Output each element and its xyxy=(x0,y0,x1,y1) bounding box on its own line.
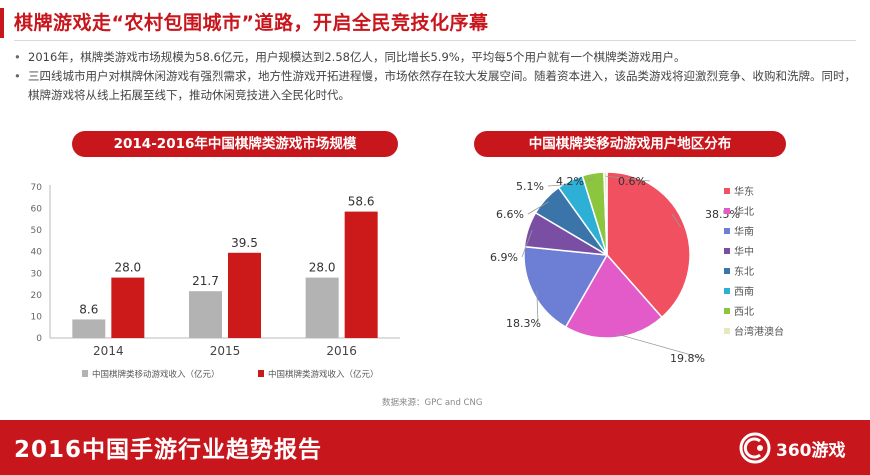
title-accent-bar xyxy=(0,8,4,38)
bar-value-label: 58.6 xyxy=(348,195,375,209)
pie-slice xyxy=(523,245,609,328)
logo-icon xyxy=(739,432,771,464)
legend-swatch xyxy=(724,208,730,214)
y-tick-label: 0 xyxy=(36,334,42,344)
bar xyxy=(72,319,106,338)
x-tick-label: 2015 xyxy=(210,344,241,358)
brand-logo: 360游戏 xyxy=(738,428,863,468)
footer-bar: 2016中国手游行业趋势报告 360游戏 xyxy=(0,420,870,475)
legend-label: 中国棋牌类游戏收入（亿元） xyxy=(268,369,379,380)
leader-line xyxy=(587,176,594,182)
slice-value-label: 5.1% xyxy=(516,180,544,193)
bullet-list: 2016年，棋牌类游戏市场规模为58.6亿元，用户规模达到2.58亿人，同比增长… xyxy=(14,48,859,105)
leader-line xyxy=(614,333,703,359)
y-tick-label: 70 xyxy=(31,183,43,193)
y-tick-label: 10 xyxy=(31,312,43,322)
x-tick-label: 2016 xyxy=(326,344,357,358)
legend-label: 华中 xyxy=(734,245,754,258)
bar-value-label: 39.5 xyxy=(231,236,258,250)
slide-title: 棋牌游戏走“农村包围城市”道路，开启全民竞技化序幕 xyxy=(14,12,489,34)
slice-value-label: 0.6% xyxy=(618,175,646,188)
leader-line xyxy=(671,213,682,228)
bar xyxy=(344,211,378,338)
legend-label: 西南 xyxy=(734,285,754,298)
legend-swatch xyxy=(724,228,730,234)
legend-label: 台湾港澳台 xyxy=(734,325,784,338)
legend-swatch xyxy=(724,328,730,334)
legend-label: 中国棋牌类移动游戏收入（亿元） xyxy=(92,369,220,380)
pie-slice xyxy=(564,253,663,339)
bar-value-label: 8.6 xyxy=(79,302,98,316)
legend-swatch xyxy=(82,370,88,377)
pie-chart-title: 中国棋牌类移动游戏用户地区分布 xyxy=(474,131,786,157)
leader-line xyxy=(605,175,651,182)
legend-swatch xyxy=(724,288,730,294)
slice-value-label: 38.5% xyxy=(705,208,740,221)
legend-label: 东北 xyxy=(734,265,754,278)
legend-swatch xyxy=(724,188,730,194)
title-divider xyxy=(14,40,856,41)
legend-label: 华北 xyxy=(734,205,754,218)
data-source: 数据来源：GPC and CNG xyxy=(382,398,483,408)
bar xyxy=(228,252,261,338)
y-tick-label: 40 xyxy=(31,248,43,258)
leader-line xyxy=(547,184,572,187)
legend-label: 华南 xyxy=(734,225,754,238)
legend-swatch xyxy=(724,308,730,314)
legend-swatch xyxy=(724,268,730,274)
legend-swatch xyxy=(724,248,730,254)
bar xyxy=(189,291,222,338)
bar-value-label: 21.7 xyxy=(192,274,219,288)
logo-text: 360游戏 xyxy=(776,441,846,461)
bar-chart-title: 2014-2016年中国棋牌类游戏市场规模 xyxy=(72,131,398,157)
leader-line xyxy=(527,201,550,215)
slice-value-label: 6.6% xyxy=(496,208,524,221)
pie-slice xyxy=(606,171,691,319)
bar xyxy=(305,277,339,338)
bullet-item: 三四线城市用户对棋牌休闲游戏有强烈需求，地方性游戏开拓进程慢，市场依然存在较大发… xyxy=(14,67,859,105)
leader-line xyxy=(536,291,539,324)
legend-label: 华东 xyxy=(734,185,754,198)
pie-slice xyxy=(603,171,608,256)
slice-value-label: 19.8% xyxy=(670,352,705,365)
slice-value-label: 6.9% xyxy=(490,251,518,264)
leader-line xyxy=(521,230,533,258)
slice-value-label: 4.2% xyxy=(556,175,584,188)
legend-swatch xyxy=(258,370,264,377)
y-tick-label: 60 xyxy=(31,205,43,215)
footer-title: 2016中国手游行业趋势报告 xyxy=(14,437,323,463)
legend-label: 西北 xyxy=(734,306,754,318)
y-tick-label: 50 xyxy=(31,226,43,236)
bullet-item: 2016年，棋牌类游戏市场规模为58.6亿元，用户规模达到2.58亿人，同比增长… xyxy=(14,48,859,67)
bar-chart: 0 10 20 30 40 50 60 70 8.6 28.0 2014 21.7 39.5 2015 28… xyxy=(31,183,400,380)
bar xyxy=(111,277,145,338)
slice-value-label: 18.3% xyxy=(506,317,541,330)
bar-value-label: 28.0 xyxy=(309,261,336,275)
x-tick-label: 2014 xyxy=(93,344,124,358)
y-tick-label: 30 xyxy=(31,269,43,279)
pie-chart: 38.5% 19.8% 18.3% 6.9% 6.6% 5.1% 4.2% 0.6% 华东华北华… xyxy=(490,171,784,365)
bar-value-label: 28.0 xyxy=(114,261,141,275)
y-tick-label: 20 xyxy=(31,291,43,301)
